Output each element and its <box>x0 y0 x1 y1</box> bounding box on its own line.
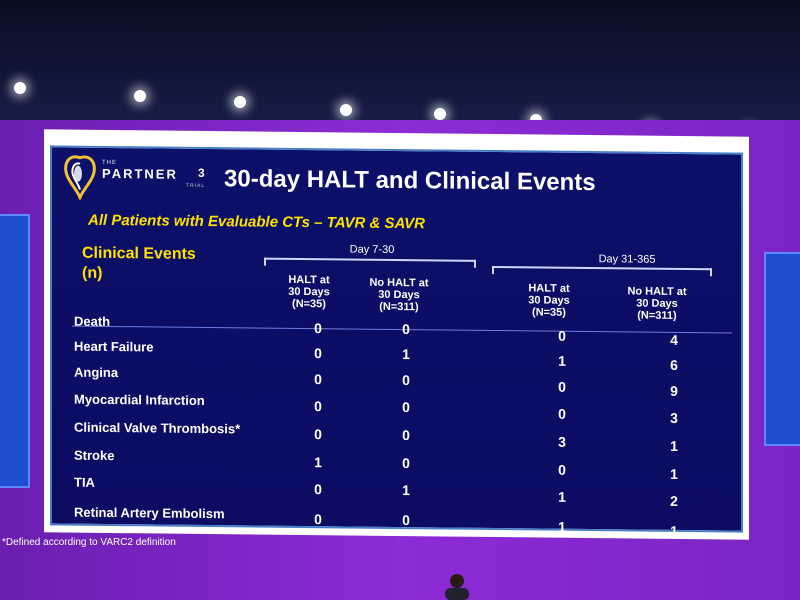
events-column-header-line2: (n) <box>82 264 103 282</box>
group-label-day-7-30: Day 7-30 <box>349 243 395 256</box>
table-cell: 1 <box>558 352 566 369</box>
column-header-line: (N=35) <box>292 297 326 311</box>
table-cell: 0 <box>402 399 410 416</box>
ceiling-light <box>134 90 146 102</box>
table-cell: 0 <box>558 405 566 422</box>
presenter-silhouette <box>445 574 469 600</box>
slide: THE PARTNER 3 TRIAL 30-day HALT and Clin… <box>50 145 743 539</box>
column-header-line: 30 Days <box>378 288 420 302</box>
table-row-label: Angina <box>74 364 119 381</box>
table-cell: 0 <box>558 327 566 344</box>
column-header-line: (N=311) <box>379 300 419 314</box>
group-label-day-31-365: Day 31-365 <box>598 253 656 266</box>
table-cell: 3 <box>558 433 566 450</box>
table-cell: 1 <box>558 518 566 535</box>
table-row-label: Clinical Valve Thrombosis* <box>74 419 241 437</box>
logo-trial-text: TRIAL <box>186 182 206 189</box>
column-header-line: 30 Days <box>528 294 570 307</box>
ceiling-light <box>234 96 246 108</box>
table-cell: 0 <box>314 426 322 443</box>
ceiling-light <box>14 82 26 94</box>
group-bracket-day-7-30 <box>264 257 476 268</box>
table-cell: 1 <box>558 488 566 505</box>
projection-screen: THE PARTNER 3 TRIAL 30-day HALT and Clin… <box>44 129 749 540</box>
table-cell: 0 <box>402 512 410 529</box>
table-cell: 0 <box>558 378 566 395</box>
table-cell: 0 <box>314 371 322 388</box>
table-cell: 1 <box>314 454 322 471</box>
table-cell: 0 <box>558 461 566 478</box>
slide-title: 30-day HALT and Clinical Events <box>224 165 596 197</box>
table-cell: 0 <box>314 398 322 415</box>
table-cell: 0 <box>402 372 410 389</box>
column-header-halt-7-30: HALT at 30 Days (N=35) <box>274 274 344 311</box>
right-side-screen <box>764 252 800 446</box>
column-header-no-halt-7-30: No HALT at 30 Days (N=311) <box>364 277 434 314</box>
footnote: *Defined according to VARC2 definition <box>2 537 176 548</box>
table-cell: 1 <box>402 482 410 499</box>
column-header-line: HALT at <box>528 282 570 295</box>
table-cell: 1 <box>670 437 678 454</box>
logo-name: PARTNER <box>102 165 178 182</box>
ceiling-light <box>434 108 446 120</box>
left-side-screen <box>0 214 30 488</box>
table-cell: 0 <box>314 511 322 528</box>
slide-subtitle: All Patients with Evaluable CTs – TAVR &… <box>88 211 426 233</box>
table-cell: 1 <box>670 465 678 482</box>
group-bracket-day-31-365 <box>492 266 712 277</box>
table-cell: 0 <box>314 345 322 362</box>
column-header-line: (N=35) <box>532 306 566 319</box>
column-header-line: HALT at <box>288 273 330 287</box>
table-cell: 3 <box>670 409 678 426</box>
table-cell: 1 <box>402 346 410 363</box>
table-cell: 0 <box>402 321 410 338</box>
table-row-label: TIA <box>74 474 95 490</box>
table-row-label: Stroke <box>74 447 115 464</box>
table-row-label: Myocardial Infarction <box>74 391 205 408</box>
table-cell: 0 <box>314 320 322 337</box>
table-cell: 2 <box>670 492 678 509</box>
logo-number: 3 <box>198 165 205 180</box>
table-cell: 0 <box>402 455 410 472</box>
partner-3-logo: THE PARTNER 3 TRIAL <box>60 151 210 203</box>
stage-ceiling <box>0 0 800 140</box>
table-cell: 0 <box>402 427 410 444</box>
column-header-line: 30 Days <box>288 285 330 299</box>
table-cell: 0 <box>314 481 322 498</box>
column-header-halt-31-365: HALT at 30 Days (N=35) <box>514 282 584 319</box>
column-header-line: No HALT at <box>369 276 429 290</box>
table-row-label: Death <box>74 313 111 330</box>
column-header-line: 30 Days <box>636 297 678 310</box>
table-cell: 4 <box>670 331 678 348</box>
table-cell: 6 <box>670 356 678 373</box>
column-header-no-halt-31-365: No HALT at 30 Days (N=311) <box>622 285 692 322</box>
events-column-header: Clinical Events (n) <box>82 244 196 285</box>
heart-logo-icon <box>64 155 96 200</box>
table-cell: 9 <box>670 382 678 399</box>
events-column-header-line1: Clinical Events <box>82 244 196 263</box>
table-row-label: Retinal Artery Embolism <box>74 504 225 522</box>
column-header-line: No HALT at <box>627 285 687 299</box>
table-row-label: Heart Failure <box>74 338 154 355</box>
ceiling-light <box>340 104 352 116</box>
column-header-line: (N=311) <box>637 309 677 322</box>
table-cell: 1 <box>670 522 678 539</box>
